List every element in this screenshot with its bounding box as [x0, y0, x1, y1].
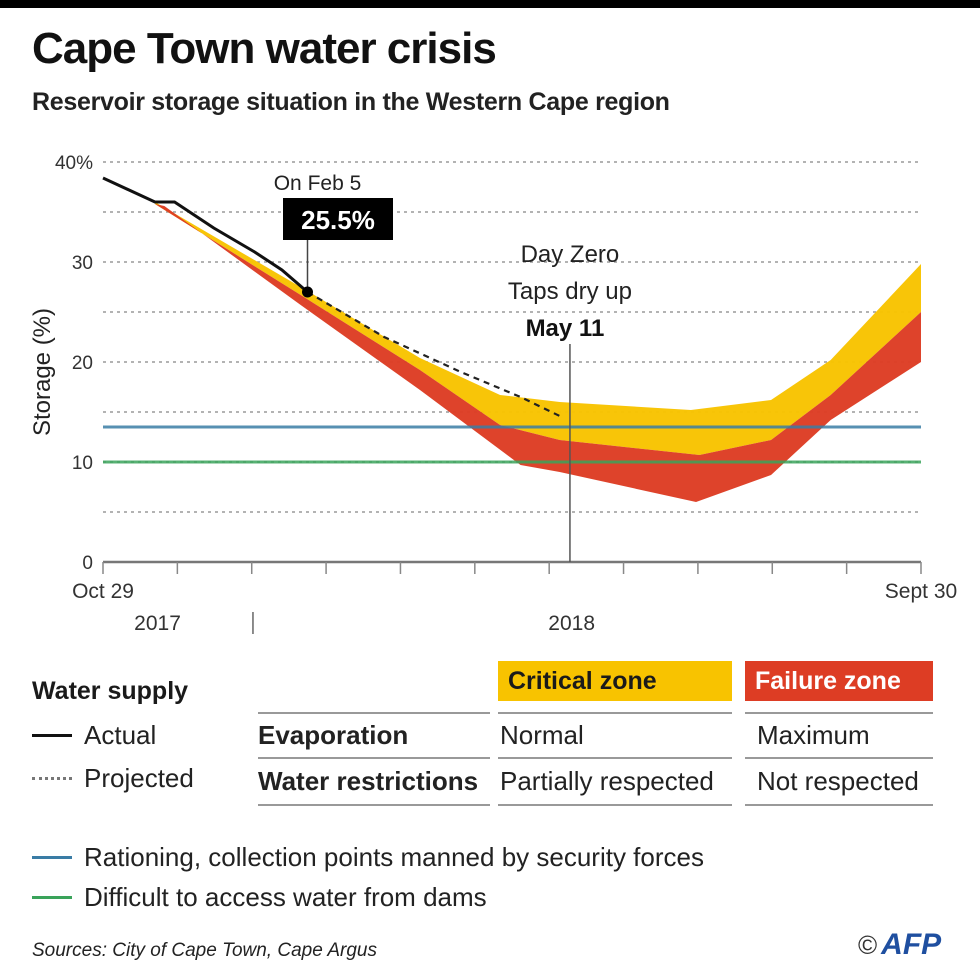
legend-dams: Difficult to access water from dams: [32, 882, 487, 913]
copyright-icon: ©: [858, 929, 878, 960]
legend-water-supply-title: Water supply: [32, 677, 189, 705]
y-tick-label: 40%: [55, 153, 93, 174]
table-divider: [745, 757, 933, 759]
table-cell-failure: Maximum: [757, 720, 870, 750]
series-lines: [102, 176, 561, 417]
table-divider: [498, 804, 732, 806]
top-bar: [0, 0, 980, 8]
legend-actual: Actual: [32, 720, 156, 751]
storage-chart: 0 10 20 30 40% Storage (%) Oct 29 Sept 30 2017 20…: [29, 153, 957, 635]
green-line-icon: [32, 896, 72, 899]
table-row-label: Water restrictions: [258, 766, 479, 796]
legend-projected: Projected: [32, 763, 194, 794]
x-tick-label: Sept 30: [885, 580, 957, 603]
table-cell-failure: Not respected: [757, 766, 919, 796]
projected-line: [306, 291, 561, 417]
annotations: On Feb 5 25.5% Day Zero Taps dry up May 11: [274, 172, 632, 562]
page-title: Cape Town water crisis: [32, 24, 497, 73]
table-divider: [745, 804, 933, 806]
actual-line: [102, 176, 309, 294]
legend-rationing: Rationing, collection points manned by s…: [32, 842, 704, 873]
x-axis: [102, 560, 922, 574]
year-label: 2017: [134, 612, 181, 635]
table-divider: [258, 804, 490, 806]
solid-line-icon: [32, 734, 72, 737]
day-zero-caption: Day Zero: [521, 241, 620, 268]
legend-projected-label: Projected: [84, 763, 194, 793]
critical-zone-header: Critical zone: [498, 661, 732, 701]
y-tick-label: 20: [72, 353, 93, 374]
legend-actual-label: Actual: [84, 720, 157, 750]
day-zero-caption: Taps dry up: [508, 278, 632, 305]
threshold-lines: [103, 425, 921, 464]
table-divider: [258, 712, 490, 714]
afp-wordmark: AFP: [881, 928, 942, 961]
grid-lines: [103, 161, 921, 513]
table-divider: [498, 757, 732, 759]
failure-zone-header: Failure zone: [745, 661, 933, 701]
x-tick-label: Oct 29: [72, 580, 134, 603]
y-tick-label: 30: [72, 253, 93, 274]
table-cell-critical: Normal: [500, 720, 584, 750]
axis-labels: 0 10 20 30 40% Storage (%) Oct 29 Sept 30 2017 20…: [29, 153, 957, 635]
legend-dams-label: Difficult to access water from dams: [84, 882, 487, 912]
feb5-value-box: [283, 198, 393, 240]
day-zero-date: May 11: [526, 315, 605, 342]
page-subtitle: Reservoir storage situation in the Weste…: [32, 88, 670, 116]
table-row-label: Evaporation: [258, 720, 409, 750]
year-label: 2018: [548, 612, 595, 635]
legend-rationing-label: Rationing, collection points manned by s…: [84, 842, 704, 872]
feb5-marker: [302, 286, 313, 298]
table-divider: [258, 757, 490, 759]
y-axis-title: Storage (%): [29, 308, 56, 436]
blue-line-icon: [32, 856, 72, 859]
table-divider: [498, 712, 732, 714]
afp-logo: © AFP: [858, 928, 941, 962]
y-tick-label: 10: [72, 453, 93, 474]
table-cell-critical: Partially respected: [500, 766, 714, 796]
dotted-line-icon: [32, 777, 72, 780]
feb5-caption: On Feb 5: [274, 172, 362, 195]
table-divider: [745, 712, 933, 714]
failure-zone-band: [154, 204, 922, 502]
feb5-value-label: 25.5%: [301, 205, 375, 235]
sources-note: Sources: City of Cape Town, Cape Argus: [32, 940, 377, 961]
y-tick-label: 0: [82, 553, 93, 574]
